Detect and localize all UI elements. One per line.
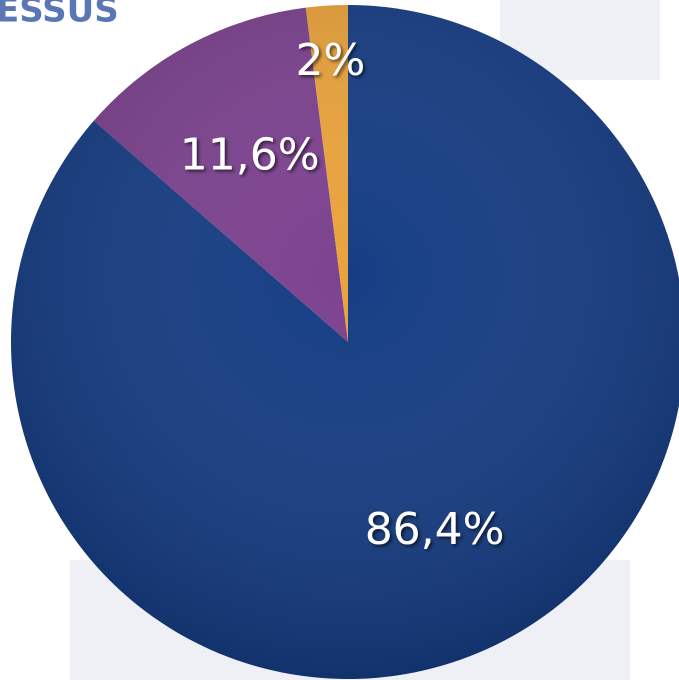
chart-title: ESSUS [0, 0, 119, 31]
data-label: 11,6% [180, 130, 320, 181]
data-label: 86,4% [365, 504, 505, 555]
pie [11, 5, 679, 679]
data-label: 2% [296, 35, 366, 86]
